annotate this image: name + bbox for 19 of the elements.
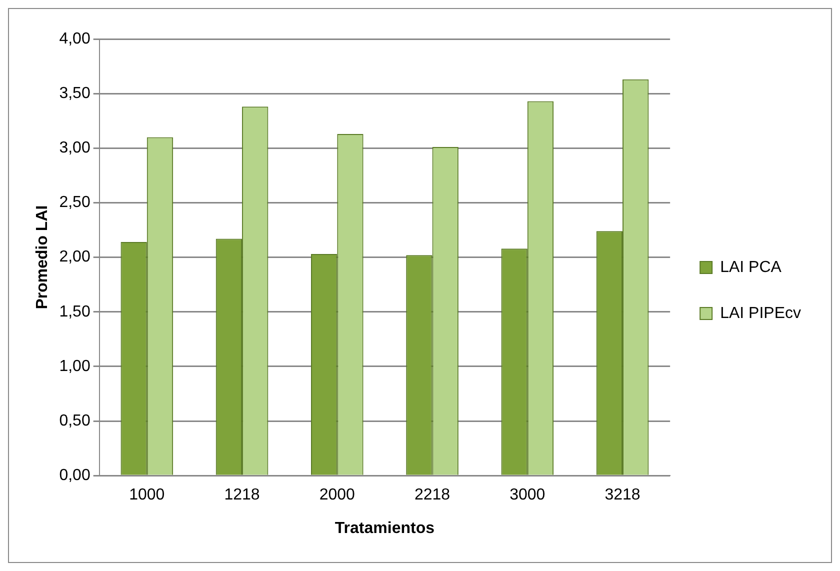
y-tick-label: 1,50 (59, 303, 90, 320)
y-tick-label: 1,00 (59, 358, 90, 375)
x-tick-label: 3000 (510, 486, 546, 504)
x-tick-label: 1218 (224, 486, 260, 504)
x-tick-label: 2218 (414, 486, 450, 504)
y-axis-title: Promedio LAI (34, 205, 52, 310)
y-tick-label: 4,00 (59, 30, 90, 48)
y-tick-label: 3,00 (59, 140, 90, 157)
y-tick-label: 2,00 (59, 248, 90, 266)
x-tick-label: 1000 (129, 486, 165, 504)
x-tick-label: 3218 (604, 486, 640, 504)
x-tick-label: 2000 (319, 486, 356, 504)
y-tick-label: 0,50 (59, 412, 90, 430)
y-tick-label: 3,50 (59, 84, 90, 102)
y-tick-label: 0,00 (59, 467, 90, 484)
legend-label: LAI PCA (720, 258, 782, 276)
legend-label: LAI PIPEcv (720, 304, 801, 322)
y-tick-label: 2,50 (59, 194, 90, 212)
x-axis-title: Tratamientos (334, 520, 435, 537)
